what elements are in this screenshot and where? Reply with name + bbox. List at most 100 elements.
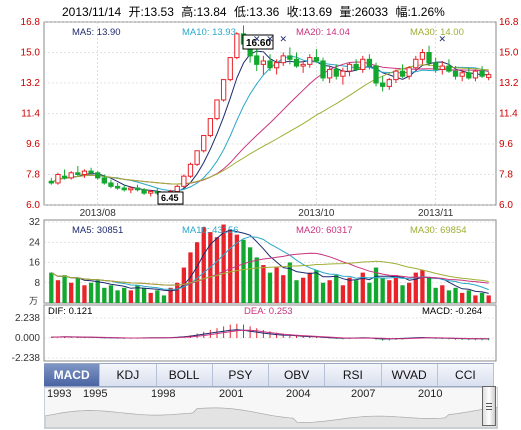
indicator-tabs: MACD KDJ BOLL PSY OBV RSI WVAD CCI (44, 363, 494, 387)
tab-wvad[interactable]: WVAD (382, 364, 438, 386)
price-y-tick-right: 6.0 (499, 200, 513, 211)
candle-body (426, 52, 432, 64)
candle-body (227, 57, 233, 81)
timeline-range-handle[interactable] (482, 386, 496, 426)
legend-ma10: MA10: 13.93 (182, 27, 236, 38)
candle (393, 69, 399, 83)
grip-line (486, 403, 492, 404)
price-y-tick-right: 13.2 (499, 78, 519, 89)
price-x-tick: 2013/11 (418, 208, 454, 219)
candle-body (287, 55, 293, 60)
event-marker-icon: ✕ (253, 34, 261, 44)
event-markers: ✕ ✕ ✕ ✕ (253, 34, 446, 44)
tab-psy[interactable]: PSY (213, 364, 269, 386)
timeline-year: 2007 (351, 388, 376, 400)
candle-body (220, 79, 227, 101)
candle (134, 184, 141, 192)
tab-obv[interactable]: OBV (269, 364, 326, 386)
candle (439, 60, 445, 75)
candle (280, 52, 286, 67)
low-marker: 6.45 (157, 191, 184, 205)
volume-bar (446, 290, 452, 303)
candle (360, 55, 366, 73)
volume-bar (407, 282, 412, 303)
candle (214, 99, 220, 121)
candle-body (121, 187, 127, 191)
candle (326, 66, 333, 83)
volume-y-tick: 8 (34, 278, 40, 289)
candle (273, 59, 280, 75)
candle-body (353, 63, 359, 70)
tab-kdj[interactable]: KDJ (100, 364, 157, 386)
candle (433, 57, 439, 73)
volume-unit-label: 万 (29, 296, 38, 306)
candle (227, 57, 233, 82)
history-timeline[interactable]: 1993 1995 1998 2001 2004 2007 2010 (44, 387, 498, 429)
volume-bar (115, 290, 120, 303)
tab-rsi[interactable]: RSI (325, 364, 382, 386)
volume-ma10-line (51, 236, 489, 291)
candle (380, 76, 386, 92)
volume-bar (155, 290, 160, 303)
volume-bar (367, 282, 372, 303)
low-marker-label: 6.45 (161, 193, 179, 203)
candle-body (75, 172, 81, 176)
volume-bar (55, 280, 61, 303)
candle-body (128, 187, 134, 191)
macd-y-tick: 0.000 (15, 333, 40, 344)
macd-dea-line (51, 329, 489, 340)
volume-bar (294, 280, 299, 303)
candle (267, 54, 273, 72)
history-sparkline (45, 406, 497, 428)
price-y-tick-right: 7.8 (499, 170, 513, 181)
candle (194, 150, 200, 167)
volume-bar (175, 282, 180, 303)
quote-open: 开:13.53 (128, 5, 174, 19)
candle-body (472, 70, 479, 79)
candle (61, 169, 68, 180)
candle (201, 135, 207, 153)
volume-bar (440, 285, 445, 303)
candle (386, 77, 392, 90)
macd-dif-label: DIF: 0.121 (48, 306, 92, 317)
quote-high: 高:13.84 (181, 5, 227, 19)
candle-body (280, 55, 286, 64)
candle (48, 177, 54, 185)
candle-body (393, 70, 399, 81)
volume-bar (334, 275, 339, 303)
volume-bar (433, 287, 438, 303)
candle-body (366, 58, 373, 67)
candle-body (340, 70, 346, 77)
candle (452, 66, 459, 80)
price-y-tick-right: 15.0 (499, 48, 519, 59)
vol-legend-ma20: MA20: 60317 (296, 225, 353, 236)
candle-body (48, 180, 54, 184)
tab-cci[interactable]: CCI (438, 364, 494, 386)
volume-bar (373, 267, 379, 303)
candle-body (207, 118, 214, 137)
candle-body (148, 190, 154, 194)
tab-macd[interactable]: MACD (44, 364, 101, 386)
volume-bar (135, 285, 140, 303)
candle (320, 57, 326, 82)
candle (459, 69, 465, 82)
candle (108, 179, 114, 189)
candle (340, 67, 346, 85)
candle (466, 67, 472, 80)
volume-y-tick: 16 (29, 258, 41, 269)
candle-body (386, 79, 392, 87)
event-marker-icon: ✕ (279, 34, 287, 44)
candle (333, 64, 339, 80)
volume-panel: 32 24 16 8 万 MA5: 30851 MA10: 43156 MA20: 6… (29, 217, 497, 306)
macd-dif-dea-lines (51, 329, 489, 340)
volume-bar (161, 295, 167, 303)
tab-boll[interactable]: BOLL (157, 364, 213, 386)
volume-bar (300, 277, 306, 303)
candle (220, 79, 227, 102)
price-y-axis-left: 16.8 15.0 13.2 11.4 9.6 7.8 6.0 (21, 17, 41, 211)
candle-body (360, 58, 366, 70)
candle (128, 186, 134, 194)
candle (406, 66, 412, 80)
